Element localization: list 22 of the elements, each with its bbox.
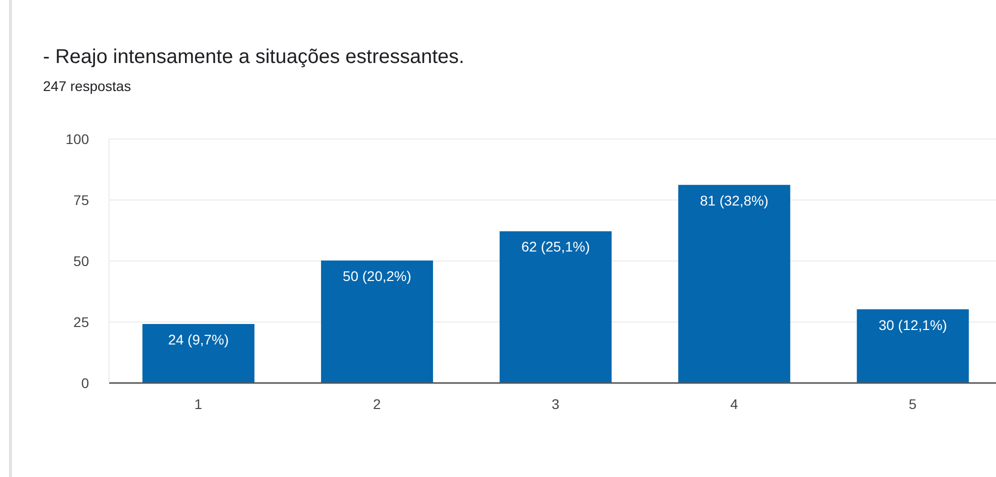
bar bbox=[678, 184, 790, 383]
data-label: 81 (32,8%) bbox=[700, 192, 768, 208]
bar bbox=[321, 260, 434, 383]
bar bbox=[142, 324, 254, 383]
x-tick-label: 5 bbox=[908, 396, 917, 412]
x-tick-label: 2 bbox=[373, 396, 381, 412]
data-label: 24 (9,7%) bbox=[168, 331, 229, 348]
data-label: 62 (25,1%) bbox=[521, 238, 590, 255]
bar bbox=[856, 309, 969, 383]
x-tick-label: 4 bbox=[730, 396, 738, 412]
data-label: 50 (20,2%) bbox=[342, 268, 412, 284]
chart-subtitle: 247 respostas bbox=[43, 78, 131, 94]
y-tick-label: 100 bbox=[66, 130, 90, 147]
data-label: 30 (12,1%) bbox=[878, 316, 948, 333]
chart-title: - Reajo intensamente a situações estressantes. bbox=[43, 46, 464, 68]
y-tick-label: 75 bbox=[73, 192, 90, 208]
x-tick-label: 3 bbox=[552, 396, 560, 412]
bar bbox=[500, 231, 612, 383]
y-tick-label: 50 bbox=[73, 252, 90, 269]
x-tick-label: 1 bbox=[194, 396, 202, 412]
y-tick-label: 0 bbox=[81, 374, 90, 391]
y-tick-label: 25 bbox=[73, 314, 90, 330]
